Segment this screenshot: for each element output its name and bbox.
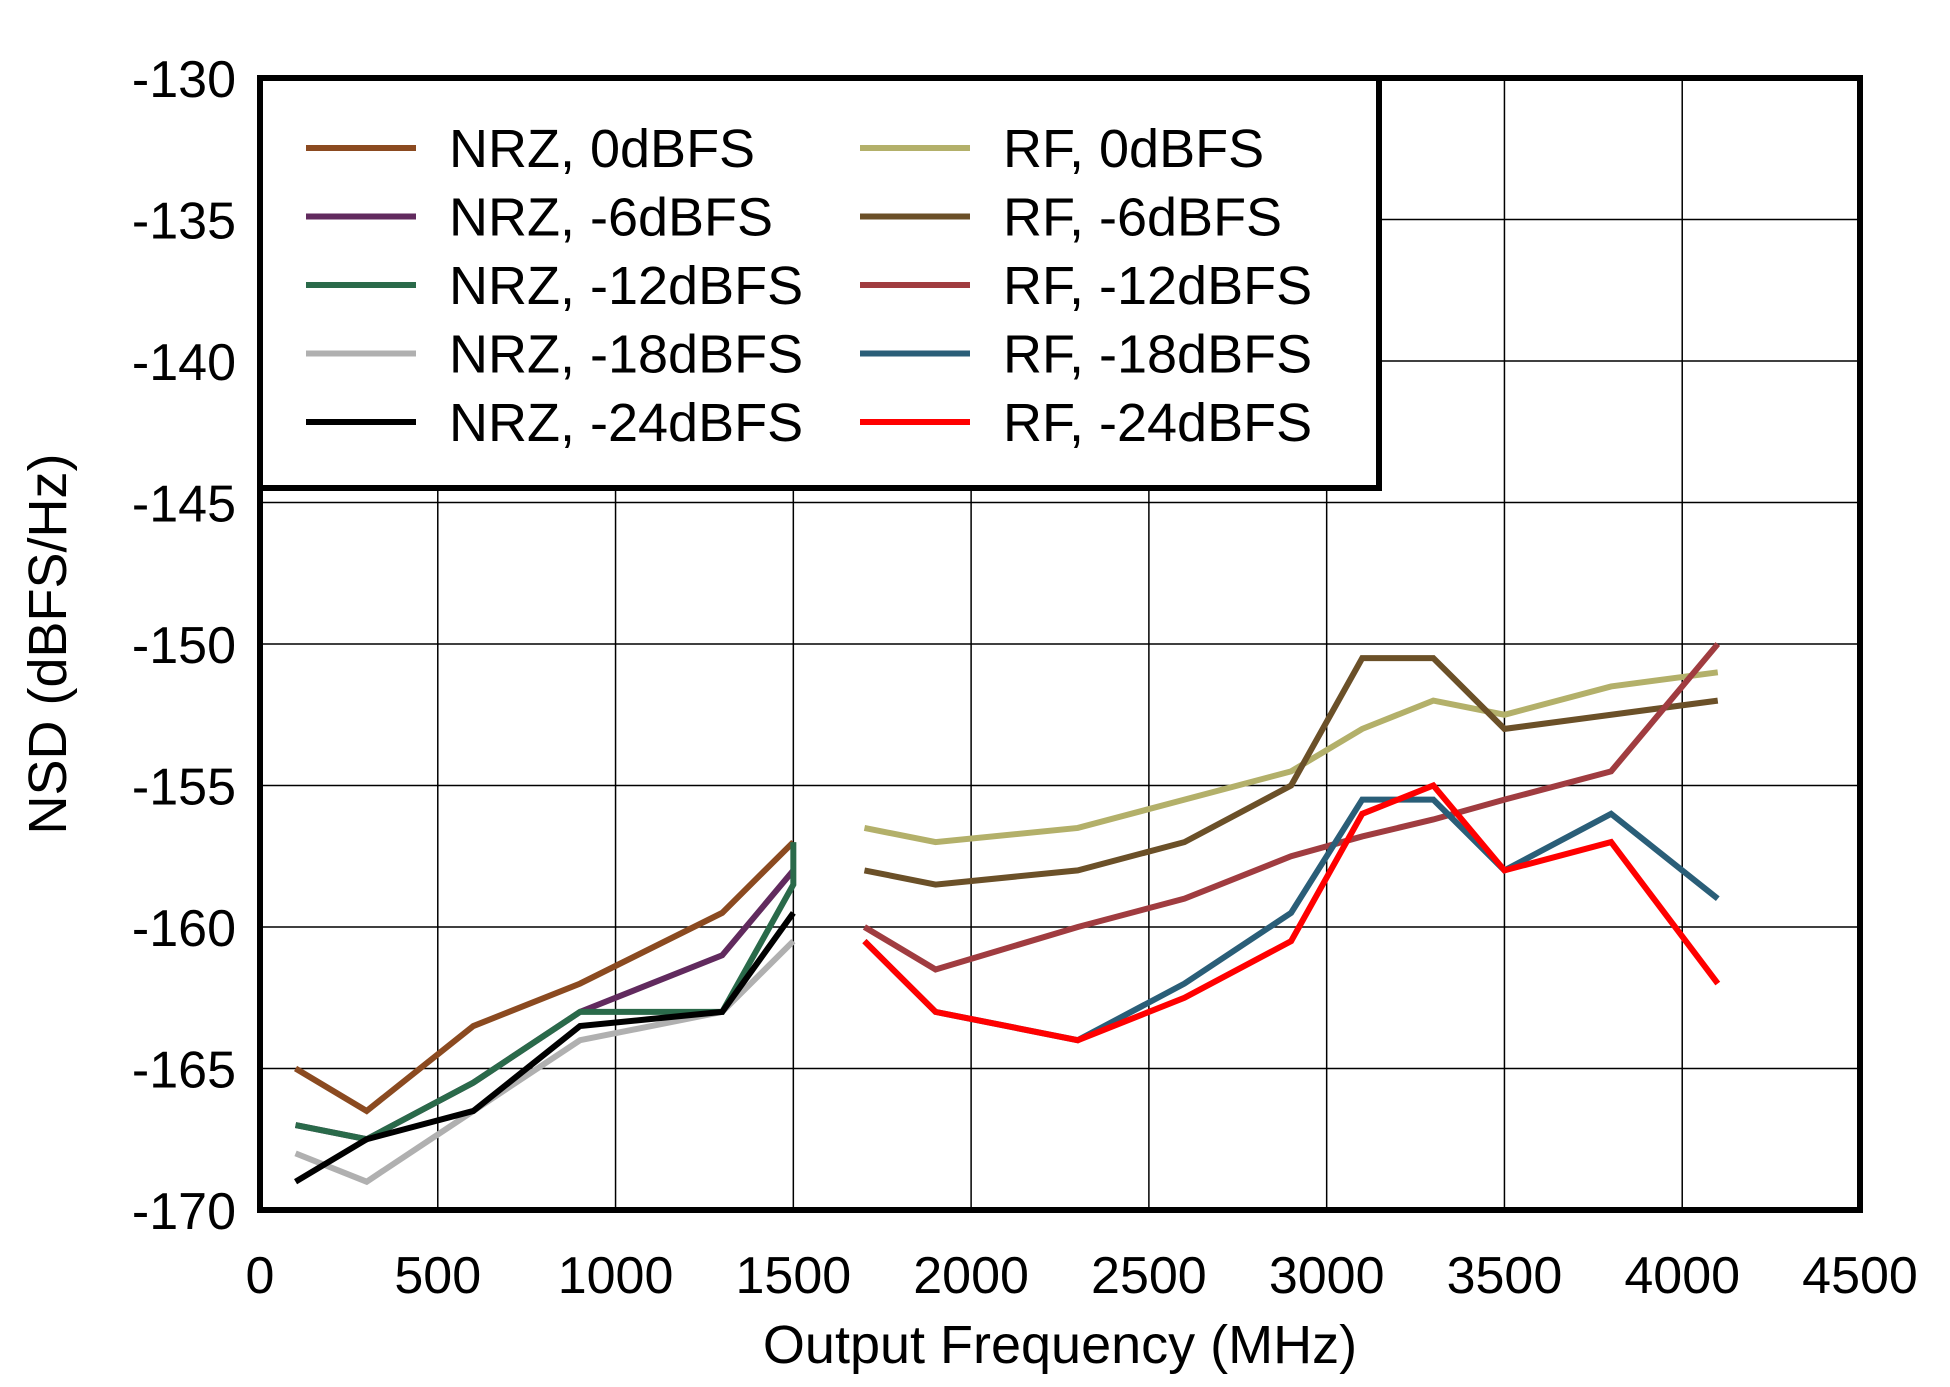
- x-tick-label: 3000: [1269, 1247, 1385, 1305]
- y-tick-label: -140: [132, 334, 236, 392]
- legend-box: [257, 75, 1382, 491]
- legend-label: RF, -18dBFS: [1003, 325, 1312, 385]
- legend-label: NRZ, -12dBFS: [449, 256, 803, 316]
- legend-label: NRZ, -6dBFS: [449, 188, 773, 248]
- x-tick-label: 4000: [1624, 1247, 1740, 1305]
- x-tick-label: 3500: [1447, 1247, 1563, 1305]
- legend: NRZ, 0dBFS NRZ, -6dBFS NRZ, -12dBFS NRZ, -1…: [257, 75, 1382, 491]
- y-tick-labels: -130 -135 -140 -145 -150 -155 -160 -165 -170: [132, 51, 236, 1241]
- x-tick-label: 1500: [735, 1247, 851, 1305]
- legend-label: RF, -6dBFS: [1003, 188, 1282, 248]
- series-line: [294, 842, 797, 1143]
- x-tick-label: 4500: [1802, 1247, 1918, 1305]
- series-line: [862, 781, 1721, 1044]
- y-tick-label: -145: [132, 476, 236, 534]
- series-line: [863, 669, 1719, 846]
- series-line: [294, 911, 796, 1185]
- y-tick-label: -160: [132, 900, 236, 958]
- x-tick-label: 2500: [1091, 1247, 1207, 1305]
- series-lines: [294, 642, 1721, 1186]
- x-axis-label: Output Frequency (MHz): [763, 1315, 1357, 1375]
- x-tick-label: 2000: [913, 1247, 1029, 1305]
- y-tick-label: -170: [132, 1183, 236, 1241]
- series-line: [862, 642, 1721, 973]
- legend-label: NRZ, -24dBFS: [449, 393, 803, 453]
- y-tick-label: -155: [132, 759, 236, 817]
- series-line: [294, 839, 796, 1115]
- y-axis-label: NSD (dBFS/Hz): [18, 453, 78, 834]
- y-tick-label: -130: [132, 51, 236, 109]
- y-tick-label: -165: [132, 1042, 236, 1100]
- legend-label: RF, -12dBFS: [1003, 256, 1312, 316]
- x-tick-label: 500: [394, 1247, 481, 1305]
- x-tick-label: 0: [246, 1247, 275, 1305]
- y-tick-label: -150: [132, 617, 236, 675]
- legend-label: RF, -24dBFS: [1003, 393, 1312, 453]
- y-tick-label: -135: [132, 193, 236, 251]
- legend-label: NRZ, 0dBFS: [449, 119, 755, 179]
- series-line: [294, 939, 796, 1186]
- legend-label: NRZ, -18dBFS: [449, 325, 803, 385]
- legend-label: RF, 0dBFS: [1003, 119, 1264, 179]
- series-line: [294, 868, 796, 1143]
- x-tick-label: 1000: [558, 1247, 674, 1305]
- x-tick-labels: 0 500 1000 1500 2000 2500 3000 3500 4000 4500: [246, 1247, 1918, 1305]
- series-line: [863, 655, 1719, 888]
